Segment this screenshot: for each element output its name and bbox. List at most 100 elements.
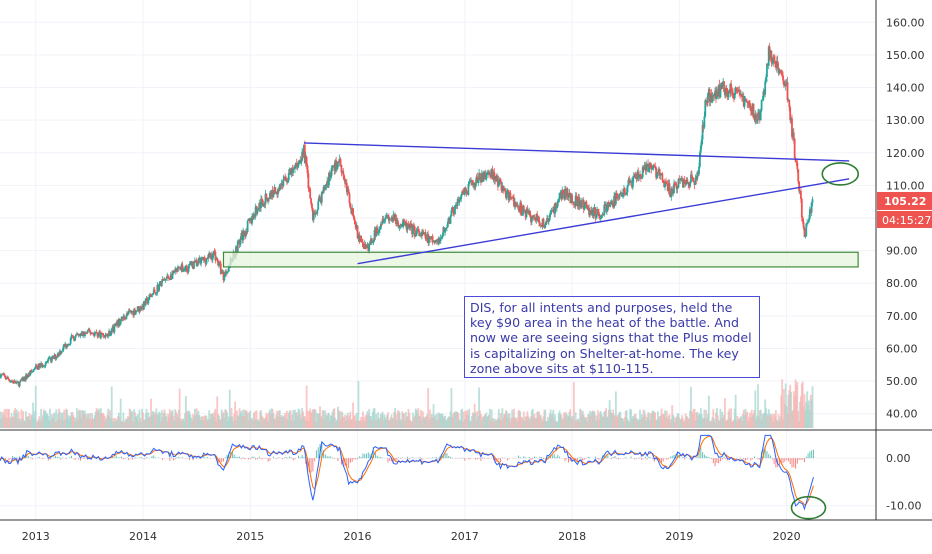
osc-histogram-bar <box>507 458 508 460</box>
osc-histogram-bar <box>720 458 721 461</box>
candle-body <box>451 210 453 216</box>
candle-body <box>545 222 547 225</box>
price-tick-label: 160.00 <box>886 16 925 29</box>
osc-histogram-bar <box>400 458 401 459</box>
osc-histogram-bar <box>766 451 767 458</box>
price-tick-label: 120.00 <box>886 147 925 160</box>
osc-histogram-bar <box>262 458 263 459</box>
analysis-note[interactable]: DIS, for all intents and purposes, held … <box>464 296 760 378</box>
osc-histogram-bar <box>479 458 480 459</box>
osc-histogram-bar <box>255 458 256 459</box>
osc-histogram-bar <box>613 457 614 458</box>
osc-tick-label: -10.00 <box>886 500 921 513</box>
osc-histogram-bar <box>364 454 365 458</box>
price-tick-label: 90.00 <box>886 245 918 258</box>
osc-histogram-bar <box>641 458 642 460</box>
osc-histogram-bar <box>332 458 333 459</box>
osc-histogram-bar <box>50 458 51 459</box>
candle-body <box>755 114 757 120</box>
osc-histogram-bar <box>314 458 315 461</box>
osc-histogram-bar <box>12 456 13 458</box>
osc-histogram-bar <box>278 457 279 458</box>
osc-histogram-bar <box>196 458 197 459</box>
osc-histogram-bar <box>448 456 449 458</box>
candle-body <box>797 169 799 181</box>
osc-histogram-bar <box>718 458 719 463</box>
osc-histogram-bar <box>530 458 531 460</box>
price-tick-label: 50.00 <box>886 375 918 388</box>
countdown-label: 04:15:27 <box>882 214 931 227</box>
time-tick-label: 2016 <box>344 530 372 543</box>
candle-body <box>661 174 663 181</box>
candle-body <box>571 195 573 202</box>
osc-histogram-bar <box>582 458 583 461</box>
osc-histogram-bar <box>287 458 288 459</box>
osc-histogram-bar <box>743 458 744 459</box>
osc-histogram-bar <box>666 458 667 460</box>
osc-histogram-bar <box>682 457 683 458</box>
osc-histogram-bar <box>791 458 792 467</box>
osc-histogram-bar <box>116 456 117 459</box>
time-tick-label: 2018 <box>558 530 586 543</box>
osc-histogram-bar <box>135 457 136 458</box>
osc-histogram-bar <box>475 458 476 459</box>
candle-body <box>581 201 583 207</box>
osc-histogram-bar <box>707 457 708 458</box>
candle-body <box>349 194 351 203</box>
osc-histogram-bar <box>169 458 170 461</box>
osc-histogram-bar <box>8 458 9 460</box>
osc-histogram-bar <box>747 458 748 459</box>
osc-histogram-bar <box>273 457 274 458</box>
osc-histogram-bar <box>252 457 253 459</box>
osc-histogram-bar <box>178 457 179 458</box>
osc-histogram-bar <box>284 457 285 458</box>
osc-histogram-bar <box>409 458 410 459</box>
osc-signal-line <box>0 436 813 505</box>
osc-histogram-bar <box>625 457 626 458</box>
osc-histogram-bar <box>221 458 222 462</box>
candle-body <box>39 364 41 368</box>
osc-histogram-bar <box>241 458 242 459</box>
osc-histogram-bar <box>243 457 244 458</box>
osc-histogram-bar <box>39 457 40 458</box>
osc-histogram-bar <box>811 450 812 458</box>
osc-histogram-bar <box>182 457 183 458</box>
osc-histogram-bar <box>159 458 160 459</box>
osc-histogram-bar <box>325 455 326 459</box>
osc-histogram-bar <box>75 458 76 460</box>
time-tick-label: 2015 <box>236 530 264 543</box>
osc-histogram-bar <box>318 447 319 458</box>
osc-histogram-bar <box>223 458 224 461</box>
osc-histogram-bar <box>302 455 303 458</box>
osc-histogram-bar <box>500 458 501 462</box>
osc-histogram-bar <box>463 458 464 459</box>
osc-histogram-bar <box>316 450 317 458</box>
candle-body <box>140 309 142 311</box>
osc-histogram-bar <box>346 458 347 465</box>
osc-histogram-bar <box>162 458 163 460</box>
osc-histogram-bar <box>554 454 555 458</box>
osc-histogram-bar <box>10 458 11 459</box>
osc-histogram-bar <box>645 457 646 458</box>
osc-histogram-bar <box>647 458 648 459</box>
osc-histogram-bar <box>78 458 79 459</box>
osc-histogram-bar <box>253 457 254 458</box>
osc-histogram-bar <box>477 458 478 459</box>
osc-histogram-bar <box>470 458 471 459</box>
osc-histogram-bar <box>552 455 553 458</box>
candle-body <box>114 325 116 332</box>
osc-histogram-bar <box>636 458 637 459</box>
osc-histogram-bar <box>282 458 283 459</box>
osc-histogram-bar <box>455 458 456 459</box>
osc-histogram-bar <box>289 457 290 458</box>
osc-histogram-bar <box>525 457 526 458</box>
candle-body <box>603 205 605 215</box>
candle-body <box>812 199 814 202</box>
candle-body <box>61 351 63 353</box>
osc-histogram-bar <box>151 456 152 458</box>
osc-histogram-bar <box>809 452 810 459</box>
osc-histogram-bar <box>261 458 262 459</box>
osc-histogram-bar <box>716 458 717 463</box>
osc-histogram-bar <box>250 458 251 459</box>
